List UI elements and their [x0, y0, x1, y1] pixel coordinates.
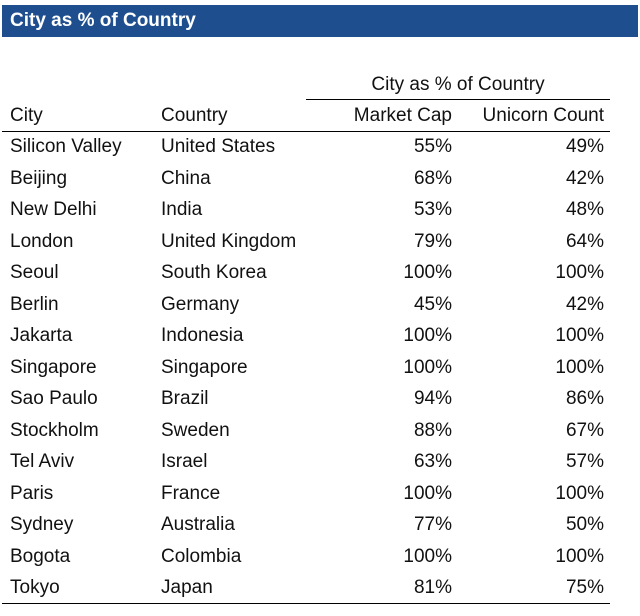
- column-header-city: City: [10, 105, 43, 126]
- cell-city: Silicon Valley: [10, 136, 122, 157]
- cell-country: Japan: [161, 577, 213, 598]
- cell-country: France: [161, 483, 221, 504]
- table-title: City as % of Country: [2, 5, 638, 37]
- cell-market-cap: 100%: [403, 262, 452, 283]
- group-header: City as % of Country: [371, 74, 545, 95]
- cell-unicorn-count: 67%: [565, 420, 604, 441]
- cell-city: Berlin: [10, 294, 59, 315]
- cell-city: Sao Paulo: [10, 388, 98, 409]
- cell-country: United Kingdom: [161, 231, 297, 252]
- column-header-market-cap: Market Cap: [353, 105, 452, 126]
- cell-country: India: [161, 199, 203, 220]
- cell-city: Tokyo: [10, 577, 60, 598]
- cell-unicorn-count: 100%: [555, 262, 604, 283]
- cell-unicorn-count: 57%: [565, 451, 604, 472]
- cell-unicorn-count: 100%: [555, 325, 604, 346]
- cell-unicorn-count: 49%: [565, 136, 604, 157]
- column-header-unicorn-count: Unicorn Count: [482, 105, 604, 126]
- cell-unicorn-count: 48%: [565, 199, 604, 220]
- cell-market-cap: 100%: [403, 325, 452, 346]
- cell-city: London: [10, 231, 74, 252]
- cell-market-cap: 63%: [413, 451, 452, 472]
- cell-country: Colombia: [161, 546, 242, 567]
- cell-country: Germany: [161, 294, 240, 315]
- cell-city: Tel Aviv: [10, 451, 75, 472]
- cell-unicorn-count: 100%: [555, 483, 604, 504]
- header-underline: [2, 131, 610, 132]
- cell-unicorn-count: 86%: [565, 388, 604, 409]
- cell-country: Israel: [161, 451, 208, 472]
- cell-unicorn-count: 100%: [555, 357, 604, 378]
- cell-country: Australia: [161, 514, 235, 535]
- cell-market-cap: 100%: [403, 357, 452, 378]
- cell-market-cap: 100%: [403, 483, 452, 504]
- cell-country: United States: [161, 136, 276, 157]
- cell-country: Brazil: [161, 388, 209, 409]
- cell-city: Jakarta: [10, 325, 73, 346]
- cell-market-cap: 94%: [413, 388, 452, 409]
- cell-market-cap: 88%: [413, 420, 452, 441]
- group-header-underline: [306, 99, 610, 100]
- cell-market-cap: 45%: [413, 294, 452, 315]
- cell-city: Paris: [10, 483, 54, 504]
- cell-unicorn-count: 75%: [565, 577, 604, 598]
- cell-unicorn-count: 64%: [565, 231, 604, 252]
- cell-unicorn-count: 42%: [565, 294, 604, 315]
- cell-city: Singapore: [10, 357, 97, 378]
- cell-country: Sweden: [161, 420, 230, 441]
- cell-market-cap: 77%: [413, 514, 452, 535]
- cell-city: Bogota: [10, 546, 71, 567]
- cell-unicorn-count: 50%: [565, 514, 604, 535]
- cell-country: Indonesia: [161, 325, 244, 346]
- cell-country: Singapore: [161, 357, 248, 378]
- cell-market-cap: 55%: [413, 136, 452, 157]
- cell-city: Seoul: [10, 262, 59, 283]
- cell-market-cap: 53%: [413, 199, 452, 220]
- cell-city: New Delhi: [10, 199, 97, 220]
- table-bottom-rule: [2, 603, 610, 604]
- cell-market-cap: 68%: [413, 168, 452, 189]
- column-header-country: Country: [161, 105, 228, 126]
- cell-market-cap: 100%: [403, 546, 452, 567]
- cell-market-cap: 79%: [413, 231, 452, 252]
- cell-country: South Korea: [161, 262, 267, 283]
- cell-unicorn-count: 100%: [555, 546, 604, 567]
- cell-market-cap: 81%: [413, 577, 452, 598]
- cell-city: Stockholm: [10, 420, 99, 441]
- cell-city: Beijing: [10, 168, 68, 189]
- cell-city: Sydney: [10, 514, 74, 535]
- cell-unicorn-count: 42%: [565, 168, 604, 189]
- cell-country: China: [161, 168, 211, 189]
